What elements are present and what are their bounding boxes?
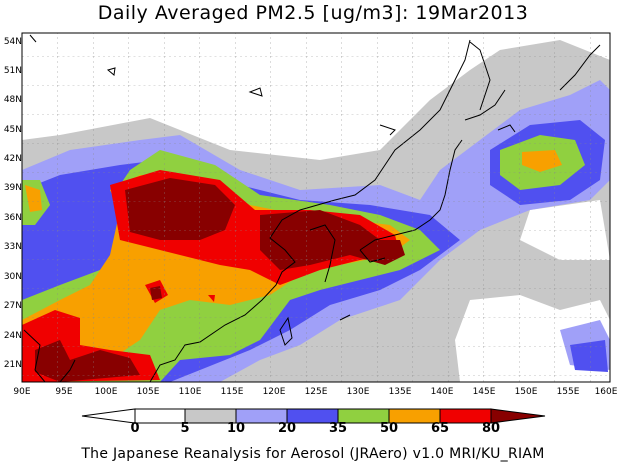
colorbar-label-10: 10 [226, 421, 246, 436]
lat-label-24n: 24N [3, 331, 22, 341]
colorbar-label-65: 65 [430, 421, 450, 436]
lon-label-135e: 135E [388, 387, 412, 397]
lat-label-48n: 48N [3, 95, 22, 105]
lat-label-54n: 54N [3, 37, 22, 47]
colorbar-label-80: 80 [481, 421, 501, 436]
lat-label-30n: 30N [3, 272, 22, 282]
lon-label-110e: 110E [178, 387, 202, 397]
colorbar-label-5: 5 [180, 421, 190, 436]
lon-label-155e: 155E [556, 387, 580, 397]
colorbar [81, 408, 546, 424]
lon-label-140e: 140E [430, 387, 454, 397]
lat-label-42n: 42N [3, 154, 22, 164]
lat-label-27n: 27N [3, 301, 22, 311]
lon-label-115e: 115E [220, 387, 244, 397]
lat-label-33n: 33N [3, 242, 22, 252]
lat-label-39n: 39N [3, 183, 22, 193]
lat-label-36n: 36N [3, 213, 22, 223]
footer-credit: The Japanese Reanalysis for Aerosol (JRA… [81, 446, 545, 462]
lon-label-95e: 95E [55, 387, 73, 397]
lon-label-125e: 125E [304, 387, 328, 397]
lon-label-100e: 100E [94, 387, 118, 397]
lat-label-51n: 51N [3, 66, 22, 76]
colorbar-segment-8 [490, 408, 546, 424]
lat-label-21n: 21N [3, 360, 22, 370]
colorbar-label-50: 50 [379, 421, 399, 436]
lon-label-105e: 105E [136, 387, 160, 397]
map-grid [22, 33, 610, 382]
colorbar-label-0: 0 [130, 421, 140, 436]
lon-label-90e: 90E [13, 387, 31, 397]
colorbar-label-20: 20 [277, 421, 297, 436]
lon-label-160e: 160E [594, 387, 618, 397]
lon-label-150e: 150E [514, 387, 538, 397]
map-title: Daily Averaged PM2.5 [ug/m3]: 19Mar2013 [97, 2, 529, 24]
map-frame [21, 32, 611, 383]
lon-label-145e: 145E [472, 387, 496, 397]
lat-label-45n: 45N [3, 125, 22, 135]
lon-label-130e: 130E [346, 387, 370, 397]
lon-label-120e: 120E [262, 387, 286, 397]
colorbar-label-35: 35 [328, 421, 348, 436]
